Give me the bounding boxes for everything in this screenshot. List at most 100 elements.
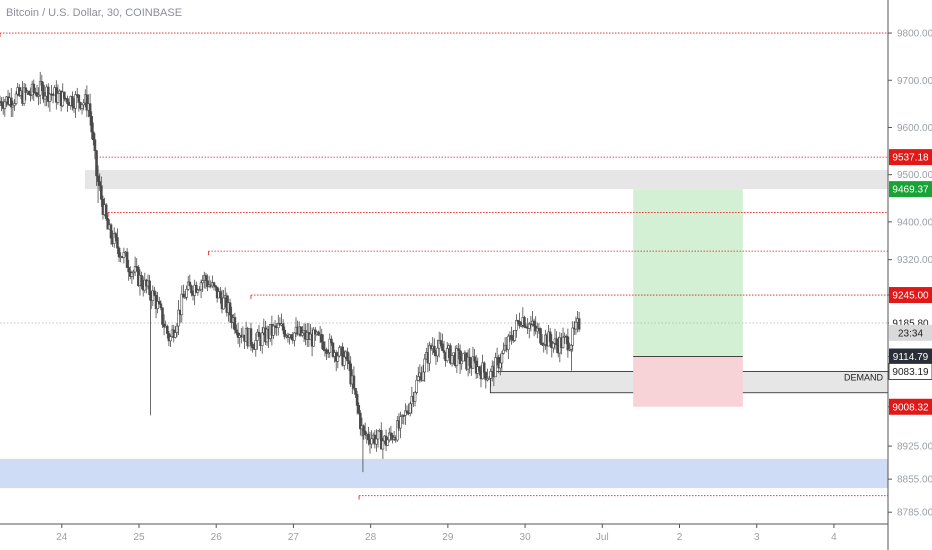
candle-body-217 xyxy=(347,360,351,365)
candle-body-264 xyxy=(423,358,426,373)
candle-body-143 xyxy=(228,302,232,316)
candle-body-227 xyxy=(363,430,367,436)
candle-body-110 xyxy=(175,325,179,333)
candle-body-170 xyxy=(272,325,275,336)
candle-body-99 xyxy=(157,301,161,305)
candle-body-320 xyxy=(513,330,517,341)
zone-0 xyxy=(84,169,888,190)
price-label-3: 9185.80 xyxy=(892,318,929,329)
candle-body-255 xyxy=(408,403,412,414)
time-tick-label-0: 24 xyxy=(56,532,68,543)
candle-body-281 xyxy=(450,355,454,364)
long-position-tool[interactable] xyxy=(633,189,743,407)
candle-body-280 xyxy=(449,345,452,364)
zones-layer xyxy=(0,169,889,489)
candle-body-84 xyxy=(133,266,137,273)
candle-body-67 xyxy=(106,218,110,230)
price-label-2: 9245.00 xyxy=(892,291,929,302)
candle-body-295 xyxy=(473,356,476,362)
candle-body-260 xyxy=(416,376,420,381)
demand-zone-label: DEMAND xyxy=(844,372,884,382)
time-tick-label-1: 25 xyxy=(133,532,145,543)
candle-body-278 xyxy=(445,348,449,362)
candle-body-337 xyxy=(540,342,544,345)
candle-body-298 xyxy=(478,366,481,372)
candle-body-329 xyxy=(527,323,531,329)
candle-body-292 xyxy=(468,356,472,367)
candle-body-104 xyxy=(166,325,169,334)
candle-body-344 xyxy=(552,343,555,349)
candle-body-88 xyxy=(140,275,143,287)
candle-body-310 xyxy=(497,356,500,369)
candle-body-157 xyxy=(251,344,254,349)
price-tick-label-4: 9400.00 xyxy=(897,217,932,228)
candle-body-60 xyxy=(95,150,98,177)
candle-body-115 xyxy=(183,296,187,299)
candle-body-284 xyxy=(455,348,459,366)
candle-body-139 xyxy=(222,297,225,310)
price-label-6: 9083.19 xyxy=(892,367,929,378)
candle-body-3 xyxy=(3,101,7,109)
candle-body-220 xyxy=(352,375,356,389)
candle-body-258 xyxy=(413,392,417,402)
price-label-5: 9114.79 xyxy=(893,352,929,363)
candle-body-286 xyxy=(458,350,462,365)
candle-body-21 xyxy=(32,83,36,93)
candle-body-360 xyxy=(577,318,581,330)
candle-body-62 xyxy=(98,181,102,186)
candle-body-247 xyxy=(396,420,399,441)
candle-body-200 xyxy=(320,334,324,343)
candle-body-243 xyxy=(389,432,393,436)
price-label-bg-1 xyxy=(889,181,932,198)
candle-body-235 xyxy=(376,430,380,440)
candle-body-173 xyxy=(277,323,280,329)
candle-body-226 xyxy=(362,425,365,432)
time-axis[interactable]: 24 25 26 27 28 29 30 Jul 2 3 4 xyxy=(0,523,888,543)
price-tick-label-0: 9800.00 xyxy=(897,29,932,40)
candle-body-25 xyxy=(38,81,42,96)
price-axis[interactable]: 9800.00 9700.00 9600.00 9500.00 9400.00 9320.… xyxy=(887,0,932,550)
price-label-bg-2 xyxy=(889,287,932,304)
resistance-levels xyxy=(0,32,888,500)
candle-body-10 xyxy=(14,93,18,104)
candle-body-128 xyxy=(204,275,208,282)
candle-body-63 xyxy=(100,185,103,200)
candle-body-231 xyxy=(370,438,373,445)
candle-body-237 xyxy=(379,430,383,450)
candle-body-342 xyxy=(548,331,552,342)
candle-body-229 xyxy=(367,433,370,441)
price-label-bg-4 xyxy=(889,324,932,341)
price-label-bg-0 xyxy=(889,149,932,166)
candle-body-8 xyxy=(11,104,15,108)
price-tick-label-11: 8925.00 xyxy=(897,442,932,453)
candle-body-36 xyxy=(56,93,60,103)
candle-body-218 xyxy=(349,363,352,385)
candle-body-54 xyxy=(85,94,89,111)
candle-body-187 xyxy=(299,326,303,336)
candle-body-312 xyxy=(500,353,504,364)
candle-body-106 xyxy=(169,336,172,342)
candle-body-59 xyxy=(93,139,97,151)
candle-body-234 xyxy=(375,438,378,445)
candle-body-51 xyxy=(80,104,84,109)
candle-body-216 xyxy=(346,351,349,362)
candle-body-330 xyxy=(529,323,533,326)
candle-body-273 xyxy=(437,340,441,349)
candle-body-263 xyxy=(421,371,425,381)
candle-body-181 xyxy=(289,334,293,339)
candle-body-146 xyxy=(233,317,237,331)
candle-body-45 xyxy=(71,96,74,107)
candle-body-27 xyxy=(42,84,45,100)
candle-body-274 xyxy=(439,340,443,345)
candle-body-100 xyxy=(159,303,163,309)
candle-body-214 xyxy=(342,356,346,366)
price-label-0: 9537.18 xyxy=(892,153,929,164)
candle-body-206 xyxy=(330,338,333,344)
candle-body-31 xyxy=(48,93,52,102)
candle-body-198 xyxy=(317,331,320,336)
candle-body-222 xyxy=(355,394,359,406)
candle-body-276 xyxy=(442,350,446,353)
candle-body-204 xyxy=(326,352,330,354)
